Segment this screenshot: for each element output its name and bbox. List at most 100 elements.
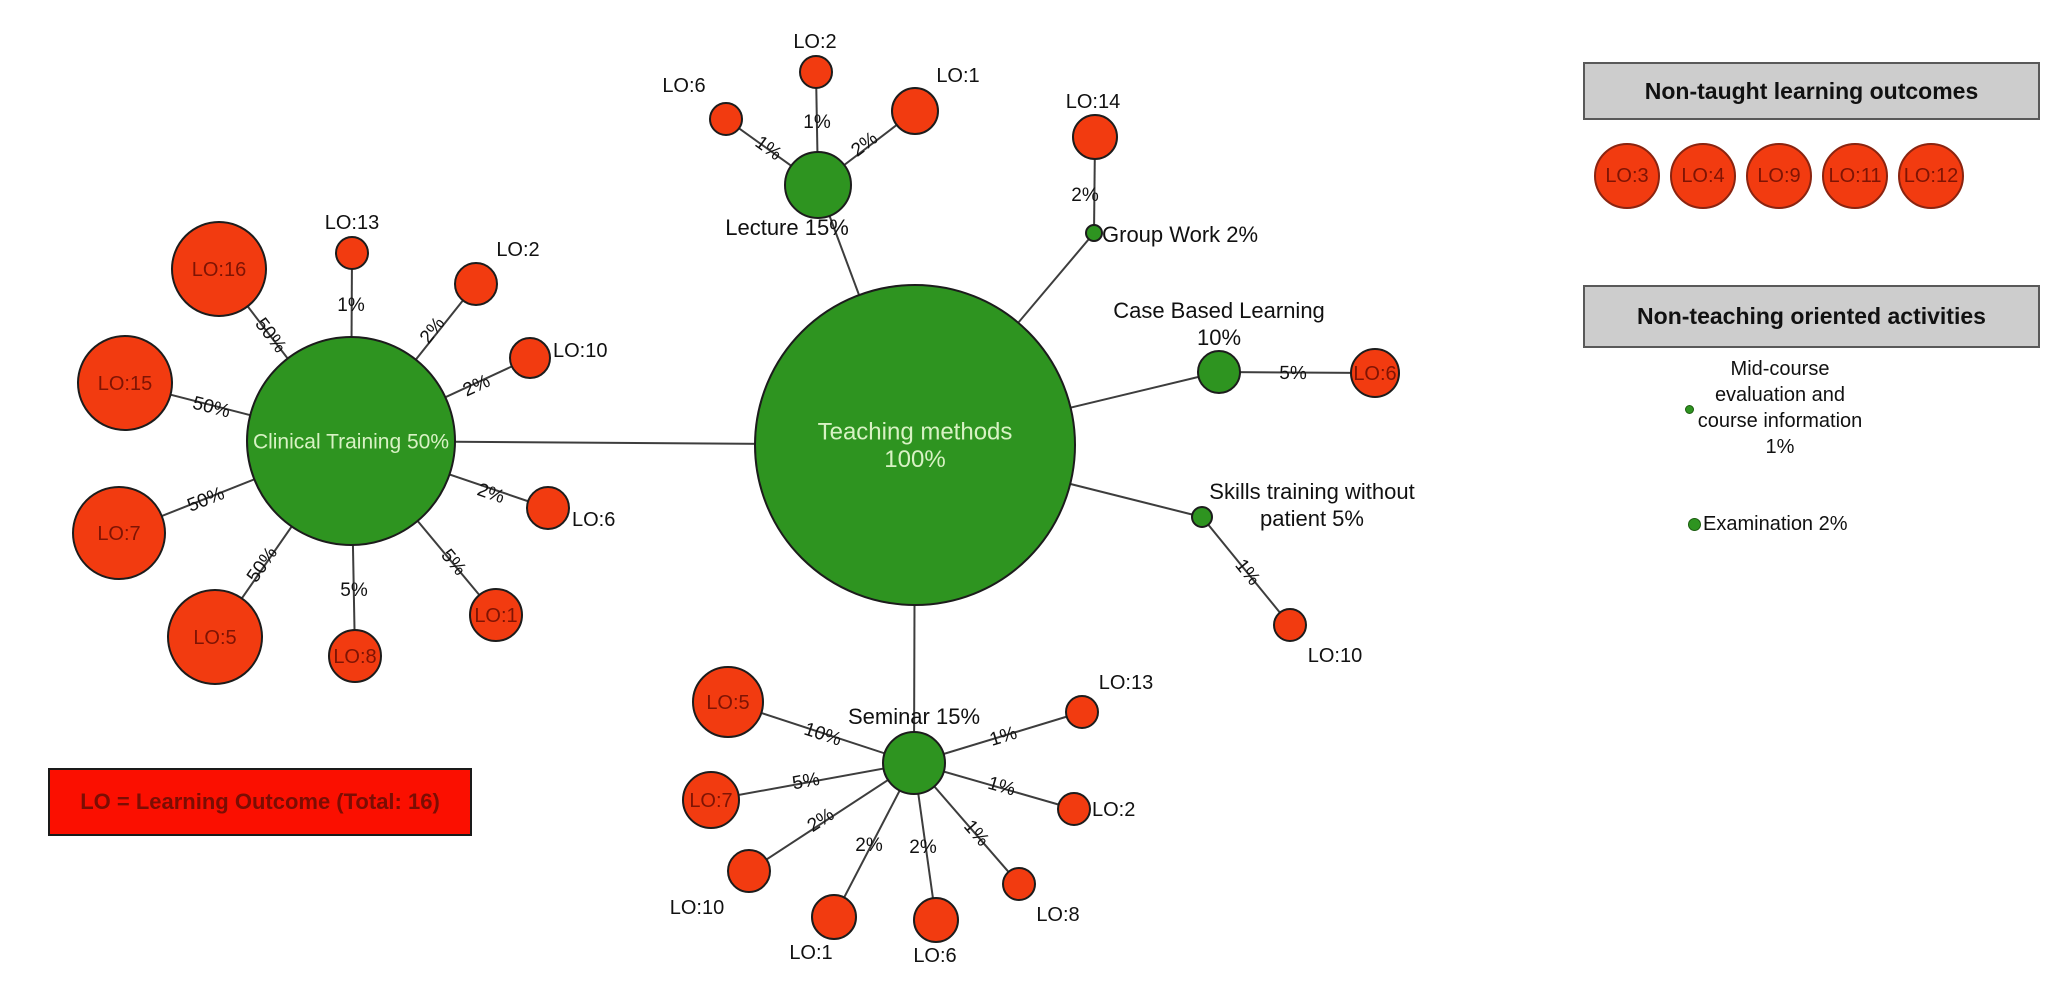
legend-outcome-LO-11: LO:11 (1822, 143, 1888, 209)
node-label-clinical: Clinical Training 50% (253, 430, 449, 453)
node-gw_lo14[interactable] (1072, 114, 1118, 160)
midcourse-label: Mid-course evaluation and course informati… (1670, 356, 1890, 460)
node-cl_lo10[interactable] (509, 337, 551, 379)
node-clinical[interactable] (246, 336, 456, 546)
legend-non-taught-title: Non-taught learning outcomes (1644, 77, 1979, 104)
node-cl_lo6[interactable] (526, 486, 570, 530)
edge-label-clinical-cl_lo7: 50% (184, 483, 227, 517)
node-label-skills: patient 5% (1260, 506, 1364, 531)
edge-label-lecture-lec_lo2: 1% (803, 112, 831, 133)
lo-footnote-text: LO = Learning Outcome (Total: 16) (80, 789, 440, 814)
legend-non-teaching-title-box: Non-teaching oriented activities (1583, 285, 2040, 348)
edge-seminar-sem_lo7 (710, 762, 915, 801)
node-label-sem_lo7: LO:7 (689, 790, 732, 812)
node-label-groupwork: Group Work 2% (1102, 222, 1258, 247)
node-label-sem_lo10: LO:10 (670, 897, 724, 919)
edge-label-clinical-cl_lo8: 5% (340, 580, 368, 601)
node-label-teaching: 100% (884, 446, 945, 473)
node-label-sem_lo13: LO:13 (1099, 672, 1153, 694)
node-label-cbl: 10% (1197, 325, 1241, 350)
legend-non-taught-title-box: Non-taught learning outcomes (1583, 62, 2040, 120)
node-sem_lo13[interactable] (1065, 695, 1099, 729)
node-lec_lo2[interactable] (799, 55, 833, 89)
node-sem_lo1[interactable] (811, 894, 857, 940)
node-label-gw_lo14: LO:14 (1066, 91, 1120, 113)
node-label-cl_lo10: LO:10 (553, 340, 607, 362)
legend-outcome-LO-12: LO:12 (1898, 143, 1964, 209)
node-label-cl_lo16: LO:16 (192, 259, 246, 281)
node-sem_lo8[interactable] (1002, 867, 1036, 901)
node-cl_lo2[interactable] (454, 262, 498, 306)
edge-seminar-sem_lo10 (748, 762, 915, 872)
node-label-cl_lo8: LO:8 (333, 646, 376, 668)
node-cbl_lo6[interactable] (1350, 348, 1400, 398)
node-label-sem_lo6: LO:6 (913, 945, 956, 967)
legend-outcome-LO-9: LO:9 (1746, 143, 1812, 209)
edge-label-groupwork-gw_lo14: 2% (1071, 185, 1099, 206)
legend-examination-item: Examination 2% (1688, 513, 1848, 536)
node-cl_lo16[interactable] (171, 221, 267, 317)
node-sem_lo7[interactable] (682, 771, 740, 829)
node-label-sem_lo8: LO:8 (1036, 904, 1079, 926)
edge-label-seminar-sem_lo6: 2% (909, 837, 937, 858)
node-cl_lo1[interactable] (469, 588, 523, 642)
lo-footnote-box: LO = Learning Outcome (Total: 16) (48, 768, 472, 836)
node-skills[interactable] (1191, 506, 1213, 528)
node-teaching[interactable] (754, 284, 1076, 606)
node-sk_lo10[interactable] (1273, 608, 1307, 642)
node-label-cl_lo13: LO:13 (325, 212, 379, 234)
node-sem_lo6[interactable] (913, 897, 959, 943)
midcourse-label-line: course information (1697, 410, 1863, 432)
midcourse-label-line: evaluation and (1714, 384, 1846, 406)
node-label-cbl: Case Based Learning (1113, 298, 1325, 323)
midcourse-dot-icon (1685, 405, 1694, 414)
node-label-sem_lo1: LO:1 (789, 942, 832, 964)
legend-outcome-LO-3: LO:3 (1594, 143, 1660, 209)
node-label-cl_lo2: LO:2 (496, 239, 539, 261)
midcourse-label-line: Mid-course (1730, 358, 1830, 380)
edge-label-clinical-cl_lo16: 50% (250, 314, 290, 357)
examination-label: Examination 2% (1703, 513, 1848, 535)
edge-label-clinical-cl_lo10: 2% (460, 371, 494, 402)
node-label-cl_lo1: LO:1 (474, 605, 517, 627)
node-cbl[interactable] (1197, 350, 1241, 394)
node-sem_lo10[interactable] (727, 849, 771, 893)
node-cl_lo7[interactable] (72, 486, 166, 580)
examination-dot-icon (1688, 518, 1701, 531)
edge-label-seminar-sem_lo2: 1% (985, 773, 1017, 801)
node-lec_lo6[interactable] (709, 102, 743, 136)
node-label-teaching: Teaching methods (818, 419, 1013, 446)
edge-cbl-cbl_lo6 (1218, 371, 1376, 374)
node-lecture[interactable] (784, 151, 852, 219)
node-seminar[interactable] (882, 731, 946, 795)
node-cl_lo8[interactable] (328, 629, 382, 683)
node-label-cbl_lo6: LO:6 (1353, 363, 1396, 385)
node-label-sem_lo2: LO:2 (1092, 799, 1135, 821)
edge-label-cbl-cbl_lo6: 5% (1279, 363, 1307, 384)
node-sem_lo2[interactable] (1057, 792, 1091, 826)
legend-non-teaching-title: Non-teaching oriented activities (1637, 303, 1986, 329)
edge-label-seminar-sem_lo7: 5% (791, 769, 822, 795)
edge-label-clinical-cl_lo2: 2% (416, 313, 450, 348)
node-cl_lo5[interactable] (167, 589, 263, 685)
node-label-cl_lo5: LO:5 (193, 627, 236, 649)
legend-midcourse-item: Mid-course evaluation and course informati… (1670, 356, 1890, 460)
edge-label-clinical-cl_lo13: 1% (337, 295, 365, 316)
edge-label-lecture-lec_lo1: 2% (847, 128, 882, 161)
node-cl_lo13[interactable] (335, 236, 369, 270)
node-label-lec_lo6: LO:6 (662, 75, 705, 97)
node-sem_lo5[interactable] (692, 666, 764, 738)
node-label-cl_lo6: LO:6 (572, 509, 615, 531)
node-cl_lo15[interactable] (77, 335, 173, 431)
node-lec_lo1[interactable] (891, 87, 939, 135)
node-groupwork[interactable] (1085, 224, 1103, 242)
edge-label-seminar-sem_lo1: 2% (855, 835, 883, 856)
edge-label-clinical-cl_lo15: 50% (190, 393, 232, 423)
node-label-seminar: Seminar 15% (848, 704, 980, 729)
edge-label-seminar-sem_lo13: 1% (987, 723, 1019, 751)
legend-non-taught-circles: LO:3 LO:4 LO:9 LO:11 LO:12 (1594, 143, 1964, 209)
node-label-cl_lo15: LO:15 (98, 373, 152, 395)
edge-label-lecture-lec_lo6: 1% (751, 132, 786, 165)
